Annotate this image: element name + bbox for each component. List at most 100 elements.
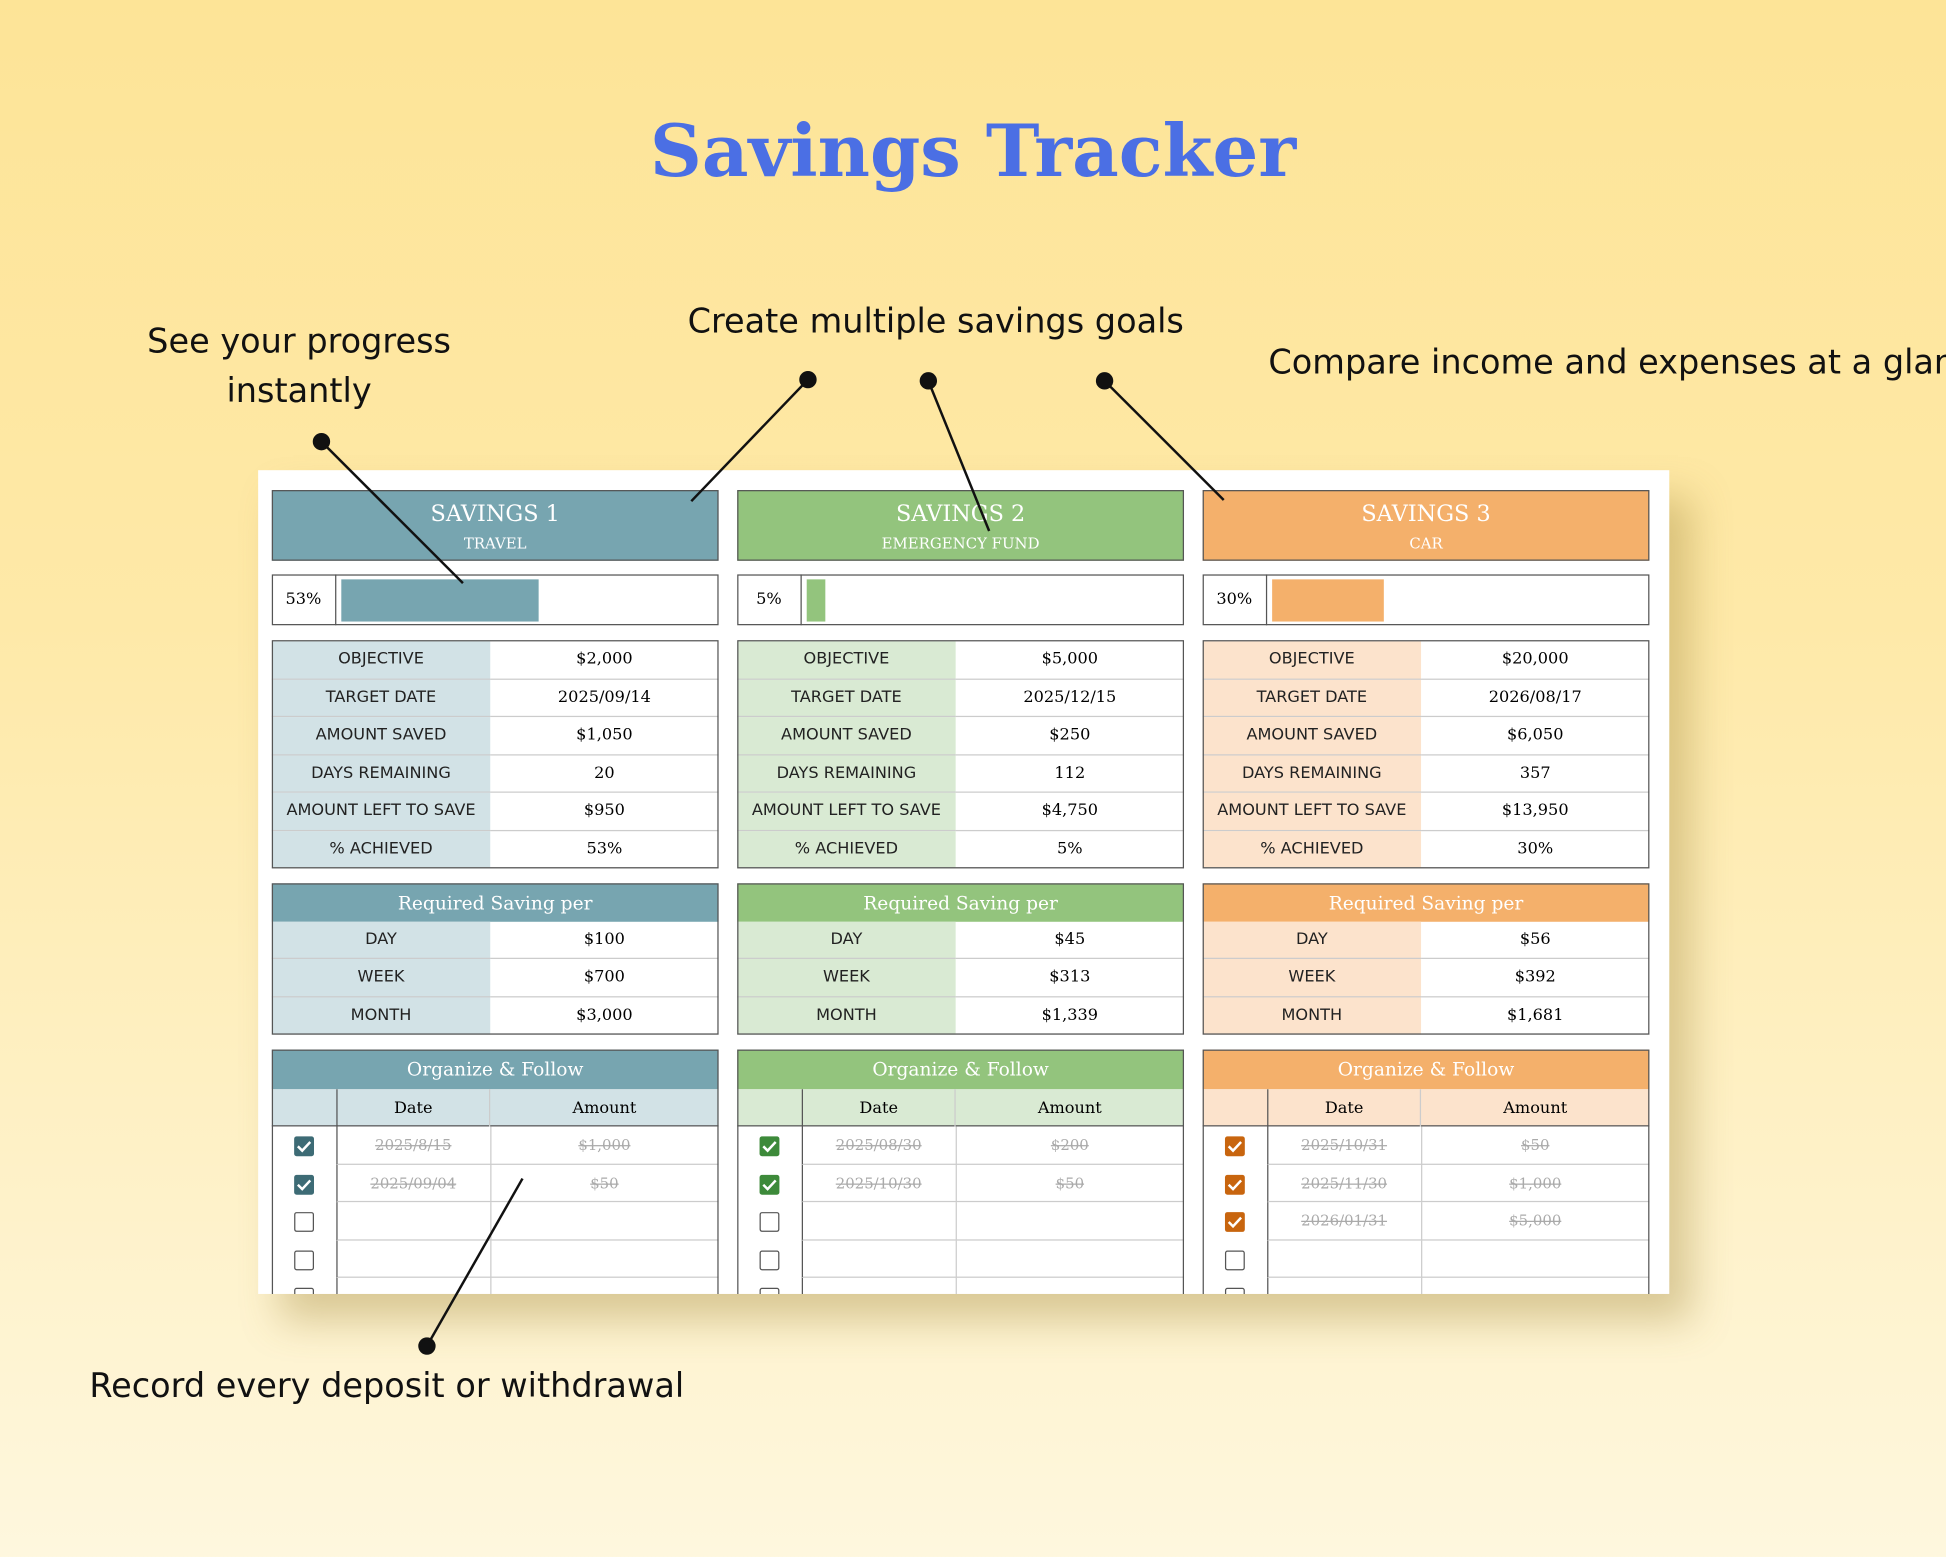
checkbox[interactable] (294, 1212, 314, 1232)
callout-line (690, 378, 809, 503)
row-label: WEEK (1202, 959, 1422, 997)
annotation: Compare income and expenses at a glance (1268, 343, 1946, 383)
log-row (1267, 1239, 1650, 1278)
checkbox[interactable] (759, 1136, 780, 1157)
check (296, 1178, 312, 1191)
panel-header (737, 490, 1185, 561)
col-header: Amount (1503, 1098, 1568, 1118)
check (1227, 1141, 1243, 1153)
progress-bar (1272, 579, 1384, 622)
log-divider (955, 1202, 957, 1240)
progress-bar (806, 579, 826, 622)
log-head-bg (737, 1089, 1185, 1127)
log-head-bg (271, 1089, 719, 1127)
row-value: $100 (490, 922, 719, 960)
checkbox[interactable] (294, 1174, 314, 1195)
annotation: Create multiple savings goals (687, 302, 1184, 342)
checkbox[interactable] (1224, 1212, 1245, 1232)
row-value: $1,050 (490, 717, 719, 755)
entry-amount: $50 (1521, 1136, 1550, 1155)
log-row (336, 1277, 718, 1294)
row-label: % ACHIEVED (737, 830, 956, 869)
log-divider (490, 1277, 492, 1294)
row-value: $20,000 (1421, 641, 1650, 680)
checkbox[interactable] (294, 1136, 314, 1157)
row-label: DAYS REMAINING (271, 754, 491, 793)
row-label: DAYS REMAINING (737, 754, 956, 793)
log-head-bg (1202, 1089, 1650, 1127)
row-value: $313 (955, 959, 1185, 997)
row-label: AMOUNT SAVED (271, 717, 491, 755)
row-label: TARGET DATE (1202, 679, 1422, 718)
log-divider (955, 1239, 957, 1278)
log-title: Organize & Follow (1202, 1049, 1650, 1090)
log-divider (1421, 1126, 1423, 1165)
entry-amount: $50 (590, 1174, 619, 1192)
callout-dot (1095, 372, 1114, 390)
progress-label: 5% (737, 574, 802, 626)
row-label: WEEK (737, 959, 956, 997)
checkbox[interactable] (1224, 1136, 1245, 1157)
log-divider (490, 1126, 492, 1165)
log-row (336, 1164, 719, 1203)
row-value: $700 (490, 959, 719, 997)
checkbox[interactable] (759, 1287, 780, 1294)
checkbox[interactable] (759, 1249, 780, 1270)
log-divider (1421, 1277, 1423, 1294)
log-divider (490, 1202, 492, 1240)
required-frame (1202, 883, 1650, 1035)
col-header: Date (336, 1089, 491, 1127)
row-label: OBJECTIVE (737, 641, 956, 680)
checkbox[interactable] (1224, 1249, 1245, 1270)
log-divider (1421, 1164, 1423, 1203)
callout-line (927, 380, 991, 532)
annotation: Record every deposit or withdrawal (89, 1367, 685, 1406)
log-divider (490, 1239, 492, 1278)
spreadsheet: SAVINGS 1 TRAVEL 53% OBJECTIVE $2,000 TARGET … (258, 470, 1670, 1294)
row-value: 2026/08/17 (1421, 679, 1650, 718)
row-value: 357 (1421, 755, 1650, 793)
log-frame (1202, 1049, 1650, 1294)
log-title: Organize & Follow (271, 1049, 719, 1090)
required-title: Required Saving per (1202, 883, 1650, 922)
callout-line (425, 1177, 524, 1347)
log-divider (490, 1164, 492, 1203)
required-title: Required Saving per (271, 883, 719, 922)
panel-header (271, 490, 719, 561)
annotation: See your progress instantly (147, 322, 452, 411)
panel-name: SAVINGS 1 (430, 500, 560, 527)
log-row (1267, 1126, 1650, 1165)
checkbox[interactable] (759, 1174, 780, 1195)
row-label: AMOUNT LEFT TO SAVE (271, 792, 491, 831)
entry-amount: $1,000 (1509, 1174, 1562, 1192)
row-value: 2025/09/14 (490, 679, 719, 718)
check (762, 1178, 777, 1191)
row-value: $950 (490, 793, 719, 831)
row-label: DAYS REMAINING (1202, 754, 1422, 793)
callout-dot (799, 370, 817, 389)
check (1227, 1216, 1243, 1229)
log-row (801, 1239, 1185, 1278)
row-label: AMOUNT LEFT TO SAVE (1202, 792, 1422, 831)
row-label: % ACHIEVED (271, 830, 491, 869)
row-value: $56 (1421, 922, 1650, 960)
checkbox[interactable] (294, 1249, 314, 1270)
log-row (801, 1202, 1185, 1240)
col-header: Date (1267, 1089, 1422, 1127)
checkbox[interactable] (1224, 1174, 1245, 1195)
checkbox[interactable] (759, 1212, 780, 1232)
log-row (336, 1239, 719, 1278)
row-value: $13,950 (1421, 793, 1650, 831)
panel-header (1202, 490, 1650, 561)
checkbox[interactable] (1224, 1287, 1245, 1294)
progress-bar (341, 579, 539, 622)
callout-dot (312, 432, 331, 451)
panel-subtitle: CAR (1409, 534, 1443, 553)
checkbox[interactable] (294, 1287, 314, 1294)
log-row (1267, 1164, 1650, 1203)
entry-amount: $1,000 (578, 1136, 631, 1155)
log-title: Organize & Follow (737, 1049, 1185, 1090)
row-label: OBJECTIVE (271, 641, 491, 680)
log-divider (1421, 1202, 1423, 1240)
log-divider (955, 1164, 957, 1203)
